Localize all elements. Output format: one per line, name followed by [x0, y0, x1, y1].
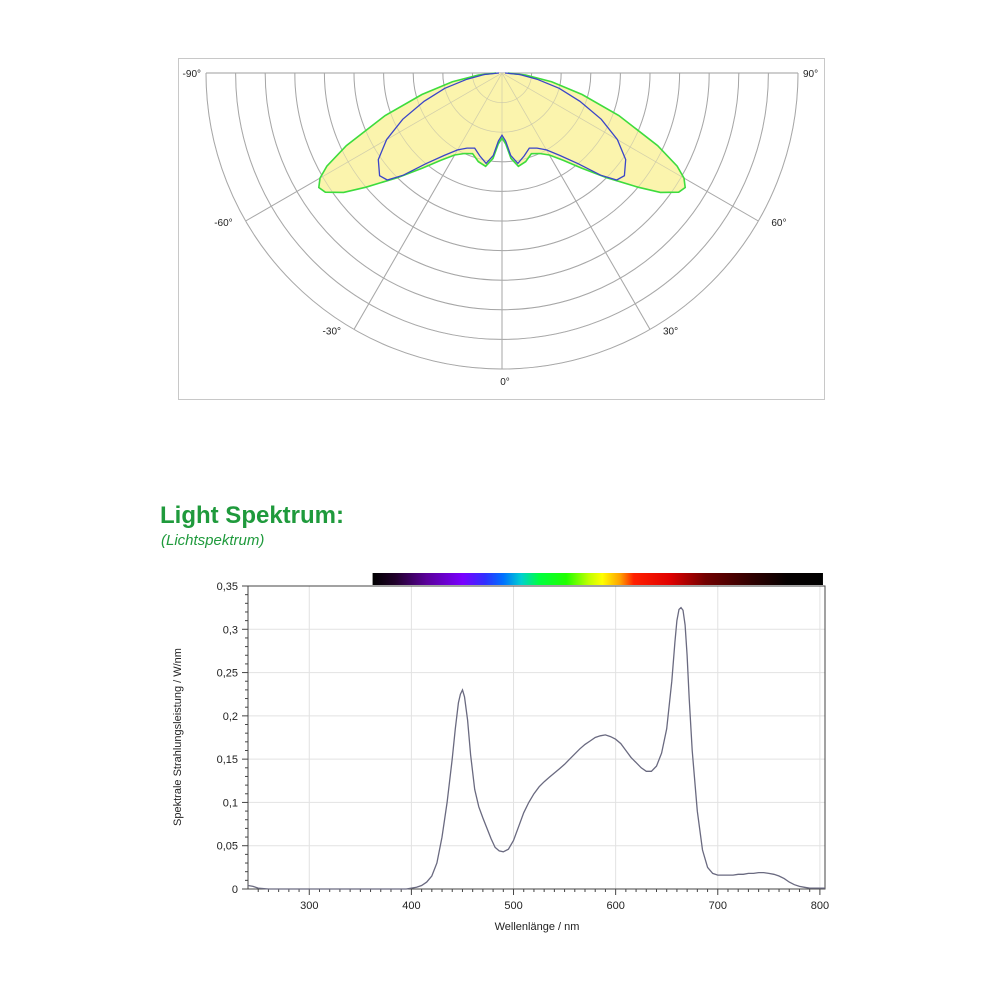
y-tick-label: 0,15	[217, 754, 238, 766]
polar-light-distribution-panel: -90° 90° -60° 60° -30° 30° 0°	[178, 58, 825, 400]
y-tick-label: 0	[232, 884, 238, 896]
polar-angle-label: -30°	[323, 326, 341, 337]
polar-diagram: -90° 90° -60° 60° -30° 30° 0°	[183, 69, 819, 388]
polar-spoke-overlay	[501, 72, 651, 330]
spectrum-gridlines	[248, 585, 825, 890]
spectrum-color-bar	[372, 573, 823, 585]
y-tick-label: 0,2	[223, 711, 238, 723]
section-heading: Light Spektrum:	[160, 502, 344, 529]
y-tick-label: 0,25	[217, 668, 238, 680]
y-tick-label: 0,35	[217, 581, 238, 593]
x-tick-label: 800	[811, 900, 829, 912]
spectrum-axis-ticks: 300 400 500 600 700 800 0 0,05 0,1 0,15 0,2 0,25 0,3…	[217, 581, 829, 912]
polar-spoke-overlay	[501, 72, 759, 222]
x-tick-label: 600	[606, 900, 624, 912]
x-tick-label: 400	[402, 900, 420, 912]
x-tick-label: 300	[300, 900, 318, 912]
polar-angle-label: -60°	[214, 218, 232, 229]
polar-angle-label: 60°	[771, 218, 786, 229]
polar-angle-label: -90°	[183, 69, 201, 80]
polar-spoke-overlay	[353, 72, 503, 330]
polar-angle-label: 30°	[663, 326, 678, 337]
polar-curve-blue	[377, 72, 627, 181]
polar-curve-green	[317, 72, 687, 194]
y-axis-label: Spektrale Strahlungsleistung / W/nm	[172, 648, 184, 826]
x-tick-label: 700	[709, 900, 727, 912]
x-axis-label: Wellenlänge / nm	[495, 921, 580, 933]
section-subheading: (Lichtspektrum)	[161, 532, 265, 549]
y-tick-label: 0,3	[223, 624, 238, 636]
polar-angle-label: 0°	[500, 377, 510, 388]
polar-grid-overlay	[205, 72, 799, 370]
x-tick-label: 500	[504, 900, 522, 912]
y-tick-label: 0,1	[223, 797, 238, 809]
y-tick-label: 0,05	[217, 841, 238, 853]
series-line-spectrum	[247, 606, 825, 890]
spectrum-plot-frame	[247, 585, 826, 890]
polar-spoke-overlay	[245, 72, 503, 222]
polar-angle-label: 90°	[803, 69, 818, 80]
